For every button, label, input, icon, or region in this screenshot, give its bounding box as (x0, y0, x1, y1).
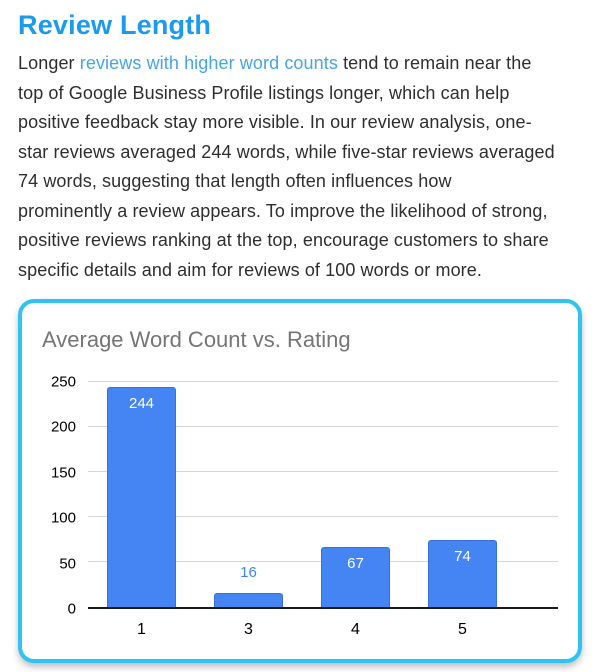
chart-card: Average Word Count vs. Rating 0 50 100 150 2… (18, 299, 582, 663)
y-tick-label-200: 200 (50, 418, 76, 436)
gridline-150 (88, 471, 558, 472)
bar-column-rating-3: 16 (195, 382, 302, 607)
bar-value-label-1: 244 (128, 395, 155, 413)
chart-body: 0 50 100 150 200 250 244 16 67 74 (42, 374, 558, 618)
bars-container: 244 16 67 74 (88, 382, 516, 607)
bar-value-label-5: 74 (454, 548, 471, 566)
bar-value-label-3: 16 (240, 563, 257, 581)
x-tick-label-4: 4 (351, 621, 360, 638)
intro-paragraph: Longer reviews with higher word counts t… (18, 49, 582, 285)
page-title: Review Length (18, 10, 212, 40)
x-tick-label-1: 1 (137, 621, 146, 638)
bar-rating-1: 244 (107, 387, 176, 607)
y-tick-label-0: 0 (67, 600, 76, 618)
y-tick-label-150: 150 (50, 464, 76, 482)
gridline-200 (88, 426, 558, 427)
x-tick-label-3: 3 (244, 621, 253, 638)
x-tick-label-5: 5 (458, 621, 467, 638)
y-tick-label-100: 100 (50, 509, 76, 527)
bar-value-label-4: 67 (347, 554, 364, 572)
x-axis: 1 3 4 5 (88, 609, 516, 639)
bar-column-rating-4: 67 (302, 382, 409, 607)
bar-rating-5: 74 (428, 540, 497, 607)
word-counts-link[interactable]: reviews with higher word counts (79, 53, 338, 73)
bar-rating-4: 67 (321, 546, 390, 607)
paragraph-text-pre: Longer (18, 53, 80, 73)
bar-rating-3 (214, 592, 283, 607)
paragraph-text-post: tend to remain near the top of Google Bu… (18, 53, 555, 280)
gridline-100 (88, 516, 558, 517)
y-tick-label-50: 50 (59, 555, 76, 573)
y-axis: 0 50 100 150 200 250 (42, 374, 88, 618)
y-tick-label-250: 250 (50, 373, 76, 391)
gridline-250 (88, 381, 558, 382)
bar-column-rating-5: 74 (409, 382, 516, 607)
plot-area: 244 16 67 74 (88, 381, 558, 609)
chart-title: Average Word Count vs. Rating (42, 327, 351, 352)
bar-column-rating-1: 244 (88, 382, 195, 607)
